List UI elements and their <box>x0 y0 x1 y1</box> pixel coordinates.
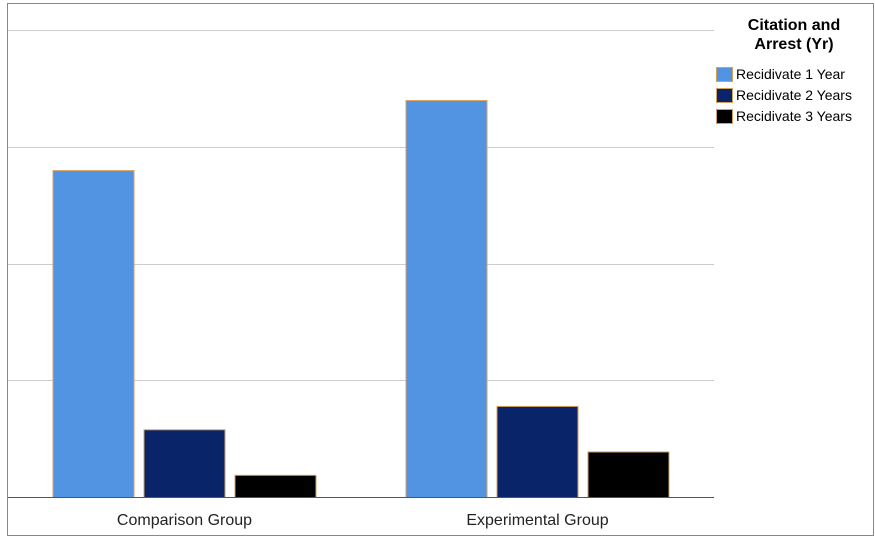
bar-0-1 <box>143 429 226 498</box>
legend-label-2: Recidivate 3 Years <box>736 108 852 124</box>
legend-title: Arrest (Yr) <box>754 36 833 53</box>
x-tick-label: Experimental Group <box>466 512 608 529</box>
bar-0-0 <box>52 170 135 498</box>
legend: Citation and Arrest (Yr) Recidivate 1 Year… <box>716 17 852 124</box>
legend-title: Citation and <box>748 17 840 34</box>
legend-swatch-0 <box>716 67 733 82</box>
bar-0-2 <box>234 474 317 499</box>
legend-swatch-1 <box>716 88 733 103</box>
legend-label-1: Recidivate 2 Years <box>736 87 852 103</box>
legend-swatch-2 <box>716 109 733 124</box>
bar-1-2 <box>587 451 670 498</box>
bar-1-0 <box>405 100 488 499</box>
legend-label-0: Recidivate 1 Year <box>736 66 845 82</box>
x-tick-labels: Comparison Group Experimental Group <box>117 512 609 529</box>
bar-1-1 <box>496 405 579 498</box>
x-tick-label: Comparison Group <box>117 512 252 529</box>
